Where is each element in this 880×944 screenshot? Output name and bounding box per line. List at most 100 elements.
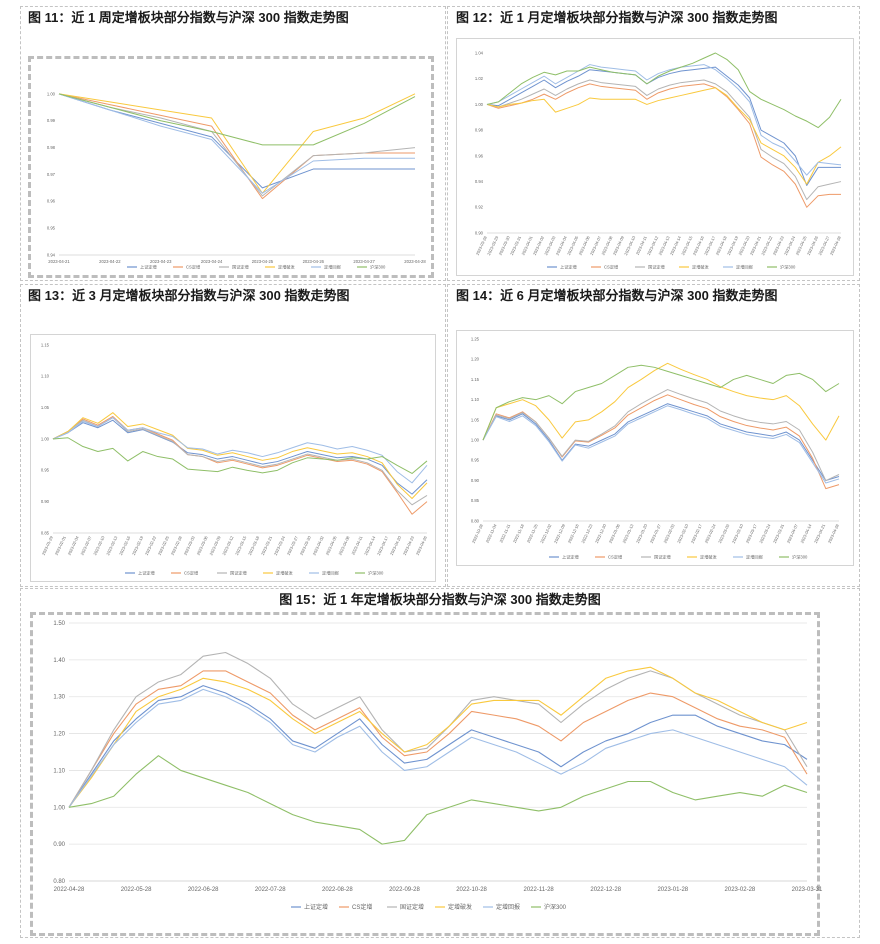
c14-y-tick-label: 1.20: [471, 357, 480, 362]
c13-x-tick-label: 2023-02-07: [79, 535, 93, 556]
chart-14-svg: 0.80 0.85 0.90 0.95 1.00 1.05 1.10 1.15 1.20 1.25…: [471, 336, 841, 560]
chart-12-title: 图 12：近 1 月定增板块部分指数与沪深 300 指数走势图: [456, 10, 778, 25]
c14-series-line-5: [482, 405, 840, 484]
c11-y-tick-label: 0.95: [47, 226, 56, 231]
c12-y-tick-label: 1.04: [475, 50, 484, 55]
c11-y-tick-label: 0.96: [47, 199, 56, 204]
c14-y-tick-label: 1.10: [471, 397, 480, 402]
c13-x-tick-label: 2023-03-09: [208, 535, 222, 556]
c14-x-tick-label: 2022-12-16: [567, 523, 581, 544]
c13-series-line-6: [52, 437, 428, 474]
c15-series-line-1: [68, 685, 808, 808]
c14-x-tick-label: 2022-11-04: [485, 523, 498, 544]
c11-series-line-3: [58, 93, 416, 197]
c12-y-tick-label: 1.02: [475, 76, 484, 81]
c15-legend-label: 定增破发: [448, 903, 472, 911]
c15-legend-label: CS定增: [352, 903, 372, 911]
c15-x-tick-label: 2022-09-28: [389, 887, 420, 893]
c14-series-line-3: [482, 389, 840, 482]
c11-y-tick-label: 0.94: [47, 252, 56, 257]
c12-series-line-6: [486, 52, 842, 129]
c13-legend-label: 定增回报: [322, 569, 340, 576]
c13-legend-label: 定增破发: [276, 569, 294, 576]
c11-legend-label: 定增回报: [324, 263, 342, 270]
c14-x-tick-label: 2023-03-31: [772, 523, 786, 544]
c11-x-tick-label: 2023-04-25: [252, 259, 274, 264]
c14-x-tick-label: 2023-01-06: [608, 523, 622, 544]
c12-legend-label: CS定增: [604, 263, 618, 270]
chart-13-title: 图 13：近 3 月定增板块部分指数与沪深 300 指数走势图: [28, 288, 350, 303]
c12-series-line-4: [486, 87, 842, 185]
c11-x-tick-label: 2023-04-21: [48, 259, 70, 264]
c13-y-tick-label: 0.90: [41, 499, 50, 504]
c13-x-tick-label: 2023-02-04: [67, 535, 81, 556]
c12-y-tick-label: 0.94: [475, 179, 484, 184]
c15-x-tick-label: 2023-02-28: [725, 887, 756, 893]
c14-x-tick-label: 2023-04-07: [786, 523, 800, 544]
c13-x-tick-label: 2023-04-11: [350, 535, 363, 556]
c14-x-tick-label: 2022-11-11: [498, 523, 511, 544]
c12-series-line-2: [486, 83, 841, 208]
c12-legend-label: 上证定增: [560, 263, 577, 270]
c13-x-tick-label: 2023-04-05: [324, 535, 338, 556]
c13-y-tick-label: 0.95: [41, 468, 50, 473]
c14-y-tick-label: 0.95: [471, 458, 480, 463]
c13-y-tick-label: 0.85: [41, 530, 50, 535]
c14-series-line-1: [482, 403, 840, 482]
chart-12-svg: 0.900.920.940.960.981.001.021.042023-03-…: [475, 50, 843, 270]
c14-x-tick-label: 2023-02-24: [703, 523, 717, 544]
c12-legend-label: 定增破发: [692, 263, 710, 270]
c11-y-tick-label: 1.00: [47, 91, 56, 96]
c13-x-tick-label: 2023-03-03: [183, 535, 197, 556]
c15-legend-label: 沪深300: [544, 903, 567, 911]
c13-x-tick-label: 2023-04-02: [312, 535, 326, 556]
c14-y-tick-label: 0.80: [471, 518, 480, 523]
c14-legend-label: 上证定增: [562, 553, 579, 560]
c13-x-tick-label: 2023-04-17: [376, 535, 390, 556]
c11-x-tick-label: 2023-04-26: [303, 259, 325, 264]
c14-x-tick-label: 2022-12-02: [539, 523, 553, 544]
c15-series-line-6: [68, 755, 808, 845]
c14-y-tick-label: 1.15: [471, 377, 480, 382]
c13-x-tick-label: 2023-03-18: [247, 535, 261, 556]
c13-x-tick-label: 2023-04-14: [363, 535, 377, 556]
chart-15-svg: 0.80 0.90 1.00 1.10 1.20 1.30 1.40 1.50 2022-04-…: [53, 621, 823, 911]
c13-y-tick-label: 1.00: [41, 436, 50, 441]
c12-y-tick-label: 0.92: [475, 205, 484, 210]
c13-x-tick-label: 2023-04-23: [402, 535, 416, 556]
chart-12-panel: 0.90 0.92 0.94 0.96 0.98 1.00 1.02 1.04 2023-03-…: [456, 38, 854, 276]
c12-series-line-1: [486, 66, 841, 186]
c14-x-tick-label: 2023-04-21: [813, 523, 827, 544]
c11-y-tick-label: 0.97: [47, 172, 56, 177]
c13-x-tick-label: 2023-02-19: [131, 535, 145, 556]
chart-14-panel: 0.80 0.85 0.90 0.95 1.00 1.05 1.10 1.15 1.20 1.25…: [456, 330, 854, 566]
c12-y-tick-label: 0.98: [475, 128, 484, 133]
c14-legend-label: 定增回报: [746, 553, 764, 560]
c14-x-tick-label: 2022-11-25: [526, 523, 539, 544]
c13-x-tick-label: 2023-03-15: [234, 535, 248, 556]
c15-legend-label: 国证定增: [400, 903, 424, 911]
c15-x-tick-label: 2022-07-28: [255, 887, 286, 893]
c12-legend-label: 沪深300: [780, 263, 796, 270]
c12-legend-label: 国证定增: [648, 263, 665, 270]
c15-series-line-5: [68, 688, 808, 808]
c15-y-tick-label: 1.20: [53, 732, 65, 738]
c15-legend-label: 上证定增: [304, 903, 328, 911]
c13-legend-label: 沪深300: [368, 569, 384, 576]
c12-series-line-5: [486, 64, 842, 176]
c14-x-tick-label: 2022-11-18: [512, 523, 525, 544]
chart-11-svg: 0.94 0.95 0.96 0.97 0.98 0.99 1.00 2023-04-21 20…: [47, 91, 427, 270]
c14-x-tick-label: 2023-01-13: [621, 523, 635, 544]
c11-legend-label: 上证定增: [140, 263, 157, 270]
c12-y-tick-label: 0.96: [475, 153, 484, 158]
c13-x-tick-label: 2023-04-26: [415, 535, 429, 556]
chart-11-title: 图 11：近 1 周定增板块部分指数与沪深 300 指数走势图: [28, 10, 349, 25]
c15-y-tick-label: 0.80: [53, 879, 65, 885]
c14-x-tick-label: 2023-03-17: [745, 523, 759, 544]
c11-y-tick-label: 0.98: [47, 145, 56, 150]
c13-series-line-5: [52, 417, 428, 484]
c14-legend-label: 沪深300: [792, 553, 808, 560]
c14-x-tick-label: 2022-12-09: [553, 523, 567, 544]
c14-legend-label: 国证定增: [654, 553, 671, 560]
